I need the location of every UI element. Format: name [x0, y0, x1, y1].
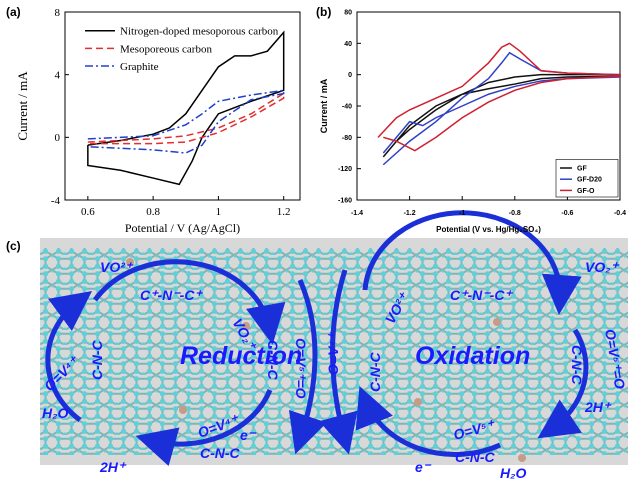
- arrow: [319, 269, 358, 455]
- panel-label: (c): [6, 239, 21, 253]
- y-tick-label: 40: [344, 41, 352, 48]
- legend-label: Nitrogen-doped mesoporous carbon: [120, 26, 279, 38]
- diagram-label: H₂O: [500, 465, 526, 481]
- arrow: [537, 328, 589, 439]
- diagram-label: C-N-C: [200, 445, 241, 461]
- x-tick-label: 1.2: [277, 206, 291, 218]
- y-axis-label: Current / mA: [319, 78, 329, 133]
- x-tick-label: 0.6: [81, 206, 95, 218]
- panel-label: (a): [6, 5, 21, 19]
- dopant-atom: [518, 454, 526, 462]
- diagram-panel: (c) VO²⁺C⁺-N⁻-C⁺VO₂⁺O=V⁴⁺ C-N-C ReductionC…: [6, 210, 628, 481]
- x-tick-label: -0.4: [614, 210, 626, 217]
- arrow: [45, 291, 93, 423]
- dopant-atom: [126, 258, 134, 266]
- cv-curve: [87, 89, 285, 154]
- diagram-label: C-N-C: [569, 345, 585, 386]
- y-tick-label: -120: [338, 166, 352, 173]
- arrow: [92, 259, 286, 345]
- diagram-label: VO²⁺: [100, 259, 134, 275]
- y-tick-label: 0: [348, 72, 352, 79]
- panel-label: (b): [316, 5, 331, 19]
- arrow: [135, 389, 273, 467]
- diagram-label: C-N-C: [367, 351, 383, 392]
- dopant-atom: [493, 318, 501, 326]
- x-axis-label: Potential / V (Ag/AgCl): [125, 221, 240, 235]
- cycle-arrows: [45, 210, 589, 467]
- legend-label: Mesoporeous carbon: [120, 43, 212, 55]
- y-tick-label: -4: [51, 195, 61, 207]
- y-tick-label: 80: [344, 9, 352, 16]
- x-axis-label: Potential (V vs. Hg/Hg₂SO₄): [436, 225, 541, 234]
- x-tick-label: 1: [216, 206, 222, 218]
- diagram-label: Reduction: [180, 342, 302, 370]
- diagram-label: e⁻: [240, 427, 257, 443]
- cv-curve: [377, 42, 621, 152]
- diagram-label: VO₂⁺: [585, 259, 620, 275]
- arrow: [355, 386, 502, 458]
- plot-frame: [64, 11, 301, 201]
- x-tick-label: -1.2: [404, 210, 416, 217]
- chart: (a) 0.6 0.8 1 1.2 -4 0 4 8 Potential / V (Ag/AgCl…: [6, 5, 301, 235]
- y-tick-label: -160: [338, 197, 352, 204]
- legend-label: Graphite: [120, 61, 159, 73]
- legend-label: GF: [577, 165, 587, 172]
- diagram-label: H₂O: [42, 405, 68, 421]
- diagram-label: 2H⁺: [99, 459, 127, 475]
- arrow: [288, 279, 327, 455]
- cv-curve: [382, 73, 621, 158]
- y-tick-label: -40: [342, 103, 352, 110]
- diagram-label: C⁺-N⁻-C⁺: [140, 287, 203, 303]
- legend-label: GF-O: [577, 188, 595, 195]
- x-tick-label: -1: [459, 210, 465, 217]
- x-tick-label: -1.4: [351, 210, 363, 217]
- chart: (b) -1.4 -1.2 -1 -0.8 -0.6 -0.4 -160 -120 -80 -40 0…: [316, 5, 626, 234]
- x-tick-label: -0.8: [509, 210, 521, 217]
- y-tick-label: 0: [55, 132, 61, 144]
- dopant-atom: [414, 398, 422, 406]
- cv-curve: [87, 30, 285, 186]
- y-axis-label: Current / mA: [15, 71, 30, 141]
- x-tick-label: -0.6: [561, 210, 573, 217]
- diagram-label: O=V⁵⁺=O: [293, 338, 309, 399]
- arrow: [362, 210, 582, 315]
- legend-label: GF-D20: [577, 177, 602, 184]
- y-tick-label: -80: [342, 135, 352, 142]
- x-tick-label: 0.8: [146, 206, 160, 218]
- cv-curve: [87, 92, 285, 145]
- diagram-label: 2H⁺: [584, 399, 612, 415]
- diagram-label: e⁻: [415, 459, 432, 475]
- diagram-label: C-N-C: [265, 340, 281, 381]
- diagram-label: C-N-C: [89, 339, 105, 380]
- dopant-atom: [179, 406, 187, 414]
- diagram-label: C⁺-N⁻-C⁺: [450, 287, 513, 303]
- diagram-label: O=V⁴⁺: [325, 332, 341, 375]
- y-tick-label: 4: [55, 70, 61, 82]
- y-tick-label: 8: [55, 7, 61, 19]
- diagram-label: Oxidation: [415, 342, 530, 370]
- diagram-label: C-N-C: [455, 449, 496, 465]
